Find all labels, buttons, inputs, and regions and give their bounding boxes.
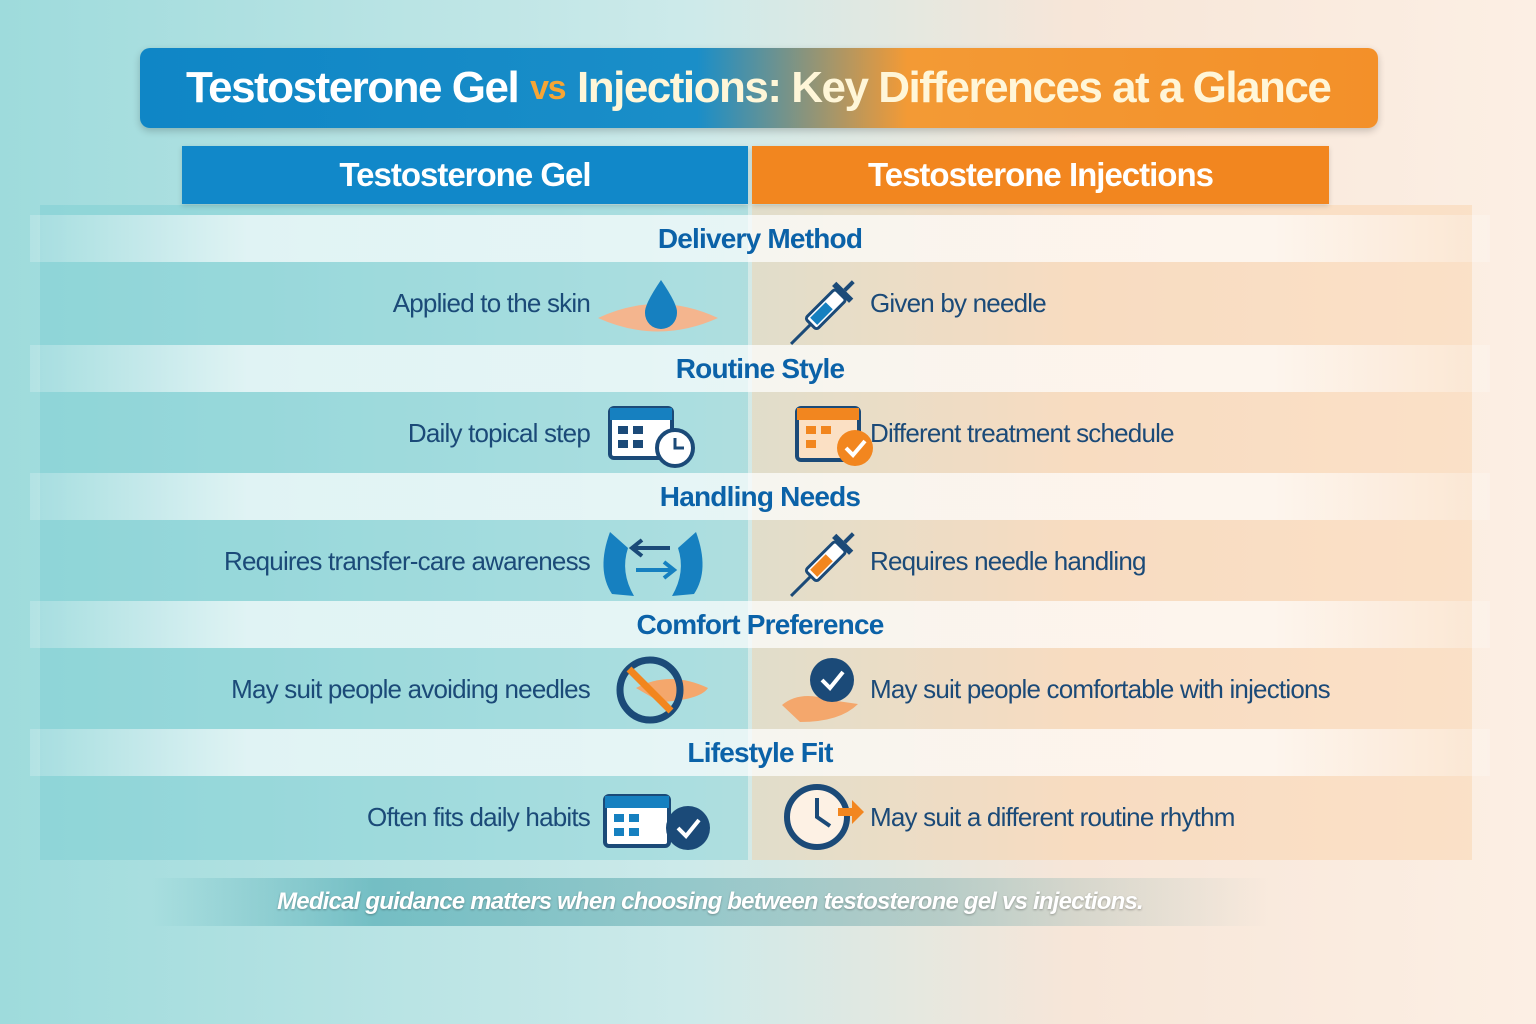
title-bar: Testosterone Gel vs Injections: Key Diff… <box>140 48 1378 128</box>
syringe-icon <box>789 532 855 598</box>
column-header: Testosterone Gel <box>182 146 748 204</box>
clock-arrow-icon <box>784 784 864 850</box>
calendar-clock-icon <box>608 406 695 468</box>
injections-text: May suit a different routine rhythm <box>870 801 1235 832</box>
gel-text: Requires transfer-care awareness <box>223 545 591 576</box>
hand-check-icon <box>782 658 858 722</box>
hands-arrows-icon <box>603 532 703 596</box>
category-label: Delivery Method <box>30 215 1490 262</box>
footer-note: Medical guidance matters when choosing b… <box>150 878 1270 926</box>
calendar-check-icon <box>603 794 710 850</box>
title-connector: vs <box>530 68 566 107</box>
syringe-icon <box>789 280 855 346</box>
injections-text: Different treatment schedule <box>870 417 1175 448</box>
title-left: Testosterone Gel <box>186 63 520 112</box>
gel-text: Often fits daily habits <box>367 801 591 832</box>
category-label: Comfort Preference <box>30 601 1490 648</box>
injections-text: May suit people comfortable with injecti… <box>870 673 1331 704</box>
injections-text: Requires needle handling <box>870 545 1146 576</box>
injections-text: Given by needle <box>870 287 1047 318</box>
category-label: Handling Needs <box>30 473 1490 520</box>
title-right: Injections: Key Differences at a Glance <box>577 63 1332 112</box>
calendar-check-icon <box>795 406 873 466</box>
gel-text: May suit people avoiding needles <box>231 673 591 704</box>
column-header: Testosterone Injections <box>752 146 1329 204</box>
category-label: Routine Style <box>30 345 1490 392</box>
gel-text: Daily topical step <box>407 417 591 448</box>
skin-drop-icon <box>598 280 718 332</box>
gel-text: Applied to the skin <box>392 287 591 318</box>
category-label: Lifestyle Fit <box>30 729 1490 776</box>
no-needle-icon <box>616 656 708 724</box>
